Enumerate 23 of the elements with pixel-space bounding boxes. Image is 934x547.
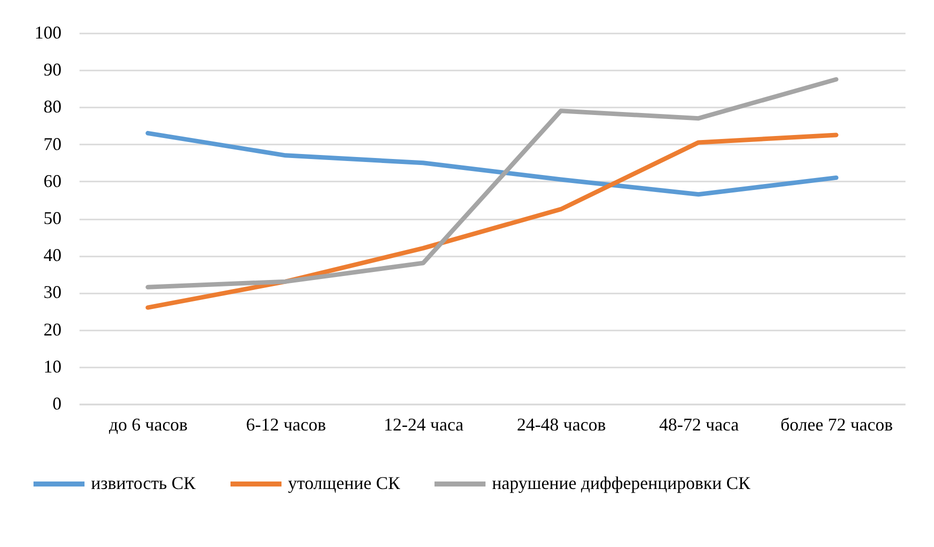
y-tick-label: 40 bbox=[44, 245, 62, 266]
x-tick-label: 12-24 часа bbox=[384, 414, 464, 434]
y-tick-label: 10 bbox=[44, 356, 62, 376]
x-tick-label: более 72 часов bbox=[780, 414, 893, 434]
x-tick-label: 6-12 часов bbox=[246, 414, 326, 434]
y-tick-label: 80 bbox=[44, 96, 62, 117]
x-tick-label: 24-48 часов bbox=[516, 414, 606, 434]
x-tick-label: 48-72 часа bbox=[659, 414, 739, 434]
line-series bbox=[146, 77, 838, 290]
legend-label: извитость СК bbox=[91, 473, 197, 493]
y-tick-label: 90 bbox=[44, 60, 62, 80]
y-tick-label: 0 bbox=[52, 394, 62, 414]
line-series bbox=[146, 130, 838, 197]
y-tick-label: 50 bbox=[44, 208, 62, 228]
line-series bbox=[146, 132, 838, 310]
legend-label: нарушение дифференцировки СК bbox=[492, 473, 752, 493]
x-tick-label: до 6 часов bbox=[108, 414, 188, 434]
y-tick-label: 30 bbox=[44, 282, 62, 302]
y-tick-label: 60 bbox=[44, 170, 62, 191]
legend-label: утолщение СК bbox=[288, 473, 401, 493]
y-tick-label: 70 bbox=[44, 134, 62, 154]
y-tick-label: 100 bbox=[34, 22, 62, 42]
y-tick-label: 20 bbox=[44, 319, 62, 340]
